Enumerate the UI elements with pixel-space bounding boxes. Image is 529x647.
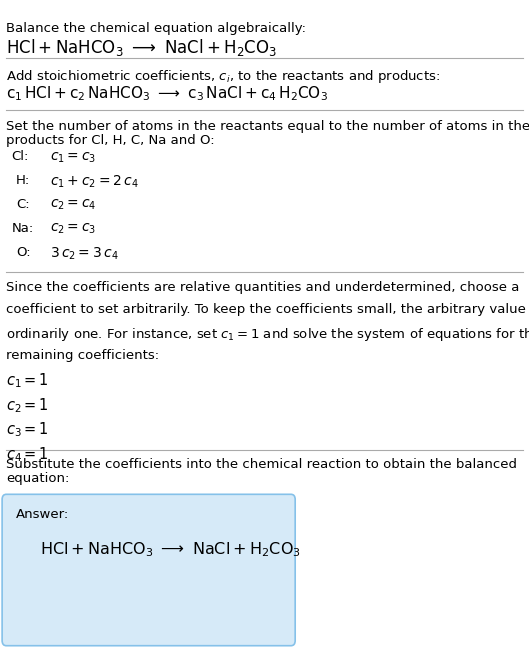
Text: Balance the chemical equation algebraically:: Balance the chemical equation algebraica… <box>6 22 306 35</box>
Text: $c_2 = c_3$: $c_2 = c_3$ <box>50 222 96 236</box>
Text: Substitute the coefficients into the chemical reaction to obtain the balanced: Substitute the coefficients into the che… <box>6 458 517 471</box>
Text: Na:: Na: <box>12 222 34 235</box>
Text: $c_1 = c_3$: $c_1 = c_3$ <box>50 150 96 164</box>
Text: $3\,c_2 = 3\,c_4$: $3\,c_2 = 3\,c_4$ <box>50 246 119 262</box>
Text: Set the number of atoms in the reactants equal to the number of atoms in the: Set the number of atoms in the reactants… <box>6 120 529 133</box>
Text: $\mathrm{c_1\,HCl + c_2\,NaHCO_3 \ \longrightarrow \ c_3\,NaCl + c_4\,H_2CO_3}$: $\mathrm{c_1\,HCl + c_2\,NaHCO_3 \ \long… <box>6 84 329 103</box>
Text: $\mathrm{HCl + NaHCO_3 \ \longrightarrow \ NaCl + H_2CO_3}$: $\mathrm{HCl + NaHCO_3 \ \longrightarrow… <box>40 540 300 559</box>
Text: remaining coefficients:: remaining coefficients: <box>6 349 159 362</box>
Text: H:: H: <box>16 174 30 187</box>
Text: ordinarily one. For instance, set $c_1 = 1$ and solve the system of equations fo: ordinarily one. For instance, set $c_1 =… <box>6 326 529 343</box>
Text: $c_2 = c_4$: $c_2 = c_4$ <box>50 198 97 212</box>
Text: Add stoichiometric coefficients, $c_i$, to the reactants and products:: Add stoichiometric coefficients, $c_i$, … <box>6 68 441 85</box>
Text: $c_1 + c_2 = 2\,c_4$: $c_1 + c_2 = 2\,c_4$ <box>50 174 139 190</box>
Text: Since the coefficients are relative quantities and underdetermined, choose a: Since the coefficients are relative quan… <box>6 281 519 294</box>
Text: $c_3 = 1$: $c_3 = 1$ <box>6 421 49 439</box>
Text: $c_1 = 1$: $c_1 = 1$ <box>6 371 49 390</box>
Text: $c_2 = 1$: $c_2 = 1$ <box>6 396 49 415</box>
Text: Answer:: Answer: <box>16 508 69 521</box>
Text: $\mathrm{HCl + NaHCO_3 \ \longrightarrow \ NaCl + H_2CO_3}$: $\mathrm{HCl + NaHCO_3 \ \longrightarrow… <box>6 37 278 58</box>
Text: O:: O: <box>16 246 31 259</box>
Text: $c_4 = 1$: $c_4 = 1$ <box>6 445 49 464</box>
Text: C:: C: <box>16 198 30 211</box>
Text: products for Cl, H, C, Na and O:: products for Cl, H, C, Na and O: <box>6 134 215 147</box>
Text: coefficient to set arbitrarily. To keep the coefficients small, the arbitrary va: coefficient to set arbitrarily. To keep … <box>6 303 529 316</box>
Text: equation:: equation: <box>6 472 70 485</box>
FancyBboxPatch shape <box>2 494 295 646</box>
Text: Cl:: Cl: <box>12 150 29 163</box>
